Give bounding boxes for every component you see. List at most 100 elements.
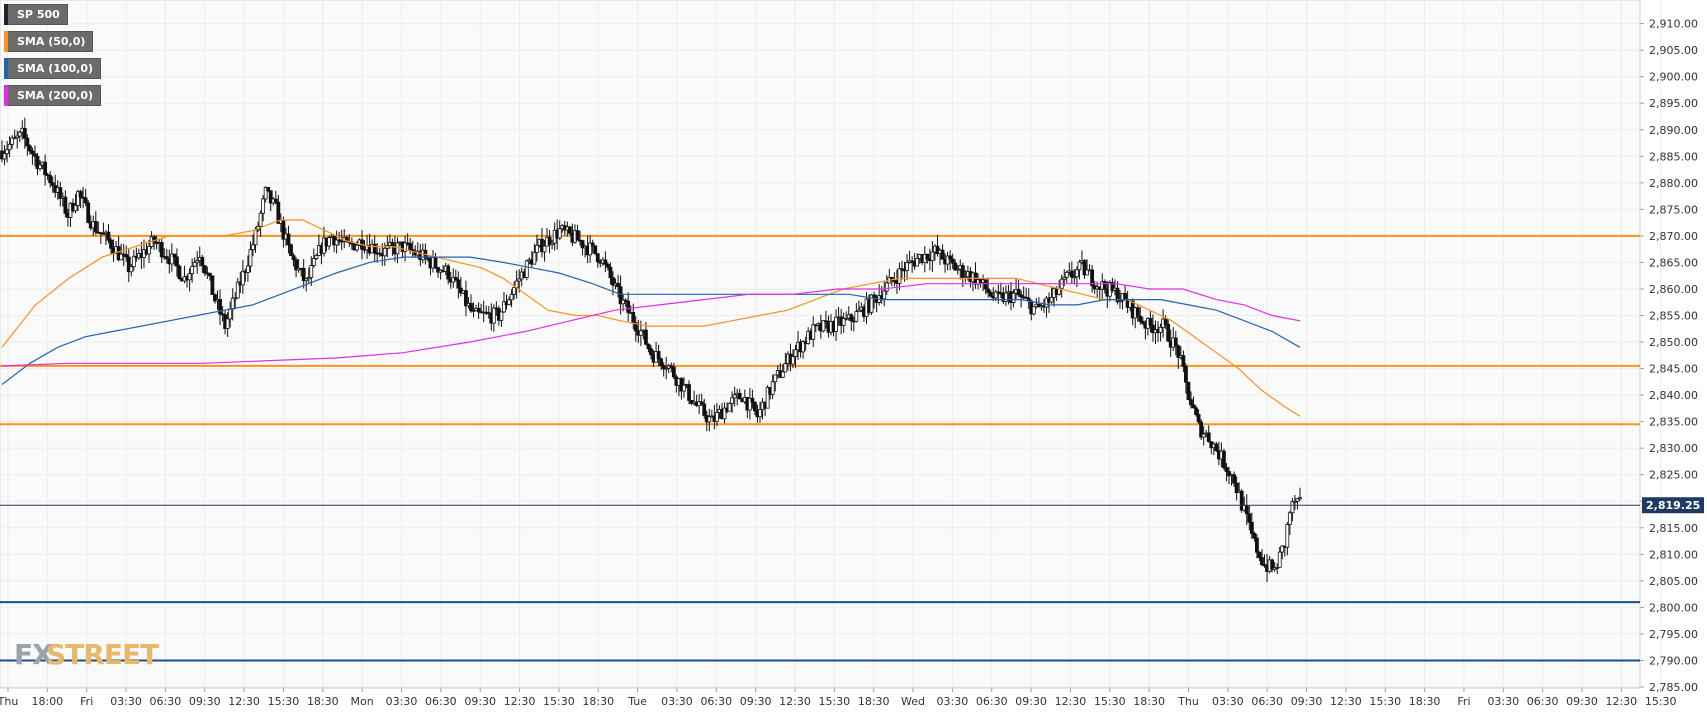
candle-up — [235, 281, 240, 299]
candle-up — [306, 277, 311, 280]
legend-item-sma200[interactable]: SMA (200,0) — [4, 85, 102, 106]
candle-down — [1115, 287, 1120, 303]
candle-down — [659, 358, 664, 366]
candle-down — [1196, 414, 1201, 423]
candle-down — [1138, 315, 1143, 322]
candle-up — [119, 253, 124, 261]
candle-up — [882, 290, 887, 300]
candle-up — [884, 282, 889, 292]
candle-down — [109, 239, 113, 249]
candle-up — [2, 153, 7, 160]
candle-up — [1285, 524, 1290, 548]
x-tick-label: Thu — [0, 695, 18, 708]
legend-item-sp500[interactable]: SP 500 — [4, 4, 68, 25]
candle-down — [649, 348, 653, 356]
candle-up — [945, 255, 950, 265]
x-tick-label: 03:30 — [1212, 695, 1244, 708]
y-tick-label: 2,905.00 — [1649, 44, 1698, 57]
x-tick-label: 03:30 — [937, 695, 969, 708]
candle-down — [1184, 366, 1188, 383]
candle-up — [499, 311, 504, 321]
candle-down — [50, 182, 55, 186]
candle-up — [1277, 551, 1282, 568]
candle-down — [207, 272, 212, 277]
y-tick-label: 2,815.00 — [1649, 522, 1698, 535]
chart-legend: SP 500 SMA (50,0) SMA (100,0) SMA (200,0… — [4, 4, 102, 112]
candle-up — [10, 137, 15, 145]
candle-up — [532, 252, 537, 265]
candle-up — [707, 416, 712, 423]
candle-down — [656, 350, 661, 360]
legend-item-sma100[interactable]: SMA (100,0) — [4, 58, 102, 79]
candle-down — [1082, 260, 1087, 276]
y-tick-label: 2,795.00 — [1649, 628, 1698, 641]
candle-up — [1064, 271, 1069, 278]
y-tick-label: 2,865.00 — [1649, 256, 1698, 269]
candle-up — [512, 287, 517, 295]
candle-up — [1075, 269, 1079, 278]
candle-down — [590, 242, 595, 247]
candle-down — [687, 384, 691, 401]
candle-up — [507, 299, 511, 306]
candle-up — [1077, 261, 1082, 271]
candle-up — [169, 253, 174, 265]
x-tick-label: Tue — [627, 695, 647, 708]
candle-up — [1287, 512, 1292, 525]
candle-up — [1049, 296, 1054, 303]
candle-up — [747, 397, 752, 411]
candle-down — [661, 365, 666, 370]
candle-down — [633, 322, 638, 332]
candle-up — [722, 407, 727, 420]
candle-down — [273, 198, 278, 203]
x-tick-label: Thu — [1177, 695, 1199, 708]
candle-down — [900, 268, 904, 271]
candle-up — [261, 198, 266, 214]
x-tick-label: 12:30 — [1330, 695, 1362, 708]
candle-down — [950, 258, 955, 264]
legend-item-sma50[interactable]: SMA (50,0) — [4, 31, 94, 52]
candle-down — [456, 279, 461, 289]
candle-up — [1280, 545, 1285, 553]
candle-down — [1244, 505, 1249, 515]
y-tick-label: 2,870.00 — [1649, 230, 1698, 243]
candle-up — [251, 244, 255, 251]
candle-down — [210, 275, 215, 295]
candle-down — [289, 244, 293, 256]
x-tick-label: 18:30 — [307, 695, 339, 708]
candle-down — [1189, 399, 1193, 406]
candle-up — [327, 237, 331, 247]
candle-down — [580, 240, 585, 249]
candle-down — [1163, 318, 1168, 325]
candle-down — [603, 259, 608, 265]
plot-area[interactable] — [0, 0, 1641, 689]
candle-up — [897, 268, 902, 284]
candle-down — [1234, 482, 1239, 494]
candle-down — [669, 365, 674, 368]
y-tick-label: 2,840.00 — [1649, 389, 1698, 402]
candle-up — [147, 246, 151, 255]
candle-up — [715, 412, 719, 422]
candle-down — [547, 236, 552, 246]
candle-down — [1166, 323, 1171, 342]
candle-up — [517, 278, 522, 282]
candle-up — [7, 143, 12, 151]
candle-down — [291, 255, 296, 261]
y-tick-label: 2,800.00 — [1649, 601, 1698, 614]
candle-down — [644, 329, 648, 345]
x-tick-label: 12:30 — [1605, 695, 1637, 708]
candle-down — [1255, 537, 1259, 553]
candle-down — [1123, 293, 1127, 300]
candle-up — [230, 297, 235, 310]
candle-up — [1031, 306, 1036, 315]
candle-down — [618, 286, 623, 305]
candle-down — [106, 231, 111, 241]
x-tick-label: 06:30 — [425, 695, 457, 708]
x-tick-label: 06:30 — [150, 695, 182, 708]
candle-down — [1151, 324, 1155, 334]
candle-up — [856, 309, 861, 313]
candle-up — [801, 341, 806, 353]
candle-up — [1072, 276, 1077, 279]
candle-up — [730, 397, 735, 404]
